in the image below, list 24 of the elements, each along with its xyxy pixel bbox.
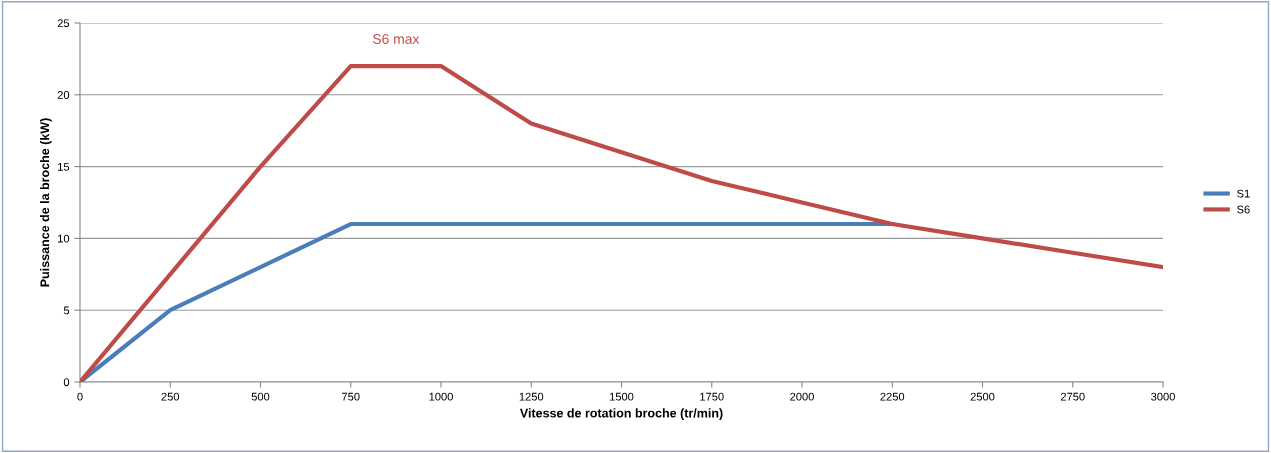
x-tick-label: 250 <box>161 392 180 401</box>
x-tick-label: 2750 <box>1060 392 1085 401</box>
x-tick-label: 1000 <box>429 392 453 401</box>
legend-label: S1 <box>1237 189 1250 198</box>
x-tick-label: 1750 <box>700 392 724 401</box>
y-tick-label: 15 <box>58 162 70 171</box>
y-tick-label: 10 <box>58 234 70 243</box>
x-tick-label: 750 <box>342 392 360 401</box>
x-tick-label: 1250 <box>519 392 544 401</box>
x-tick-label: 1500 <box>609 392 634 401</box>
y-tick-label: 5 <box>63 306 70 315</box>
x-tick-label: 2250 <box>880 392 905 401</box>
legend-label: S6 <box>1237 205 1250 214</box>
x-tick-label: 500 <box>251 392 270 401</box>
x-tick-label: 2000 <box>790 392 814 401</box>
y-tick-label: 25 <box>57 19 70 28</box>
x-tick-label: 2500 <box>970 392 995 401</box>
x-tick-label: 3000 <box>1151 392 1175 401</box>
annotation: S6 max <box>372 34 420 44</box>
x-axis-title: Vitesse de rotation broche (tr/min) <box>519 408 723 420</box>
y-tick-label: 20 <box>57 91 70 99</box>
x-tick-label: 0 <box>77 392 83 401</box>
y-tick-label: 0 <box>63 378 70 387</box>
y-axis-title: Puissance de la broche (kW) <box>40 118 52 287</box>
